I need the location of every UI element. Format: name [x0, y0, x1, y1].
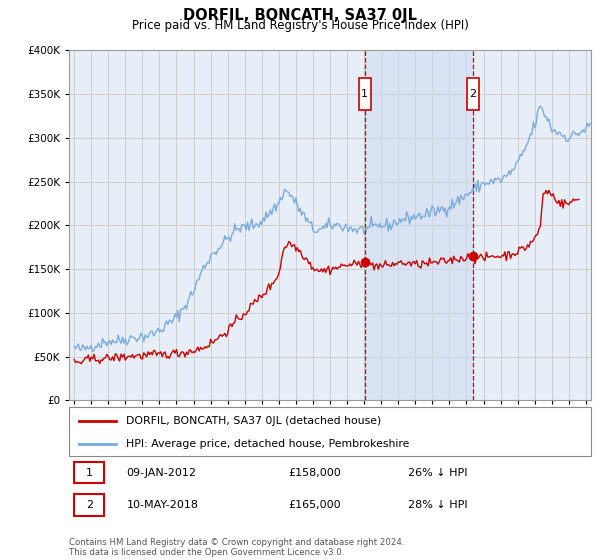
Text: DORFIL, BONCATH, SA37 0JL: DORFIL, BONCATH, SA37 0JL [183, 8, 417, 24]
Text: 2: 2 [469, 89, 476, 99]
Text: 1: 1 [361, 89, 368, 99]
Text: DORFIL, BONCATH, SA37 0JL (detached house): DORFIL, BONCATH, SA37 0JL (detached hous… [127, 416, 382, 426]
Text: 28% ↓ HPI: 28% ↓ HPI [409, 500, 468, 510]
Bar [365, 50, 473, 400]
FancyBboxPatch shape [74, 462, 104, 483]
Text: 26% ↓ HPI: 26% ↓ HPI [409, 468, 468, 478]
Text: 2: 2 [86, 500, 93, 510]
Text: £165,000: £165,000 [288, 500, 341, 510]
Text: 1: 1 [86, 468, 93, 478]
FancyBboxPatch shape [74, 494, 104, 516]
Text: HPI: Average price, detached house, Pembrokeshire: HPI: Average price, detached house, Pemb… [127, 439, 410, 449]
Text: £158,000: £158,000 [288, 468, 341, 478]
FancyBboxPatch shape [359, 78, 371, 110]
Text: Price paid vs. HM Land Registry's House Price Index (HPI): Price paid vs. HM Land Registry's House … [131, 19, 469, 32]
Text: Contains HM Land Registry data © Crown copyright and database right 2024.
This d: Contains HM Land Registry data © Crown c… [69, 538, 404, 557]
Text: 09-JAN-2012: 09-JAN-2012 [127, 468, 196, 478]
Text: 10-MAY-2018: 10-MAY-2018 [127, 500, 199, 510]
FancyBboxPatch shape [467, 78, 479, 110]
